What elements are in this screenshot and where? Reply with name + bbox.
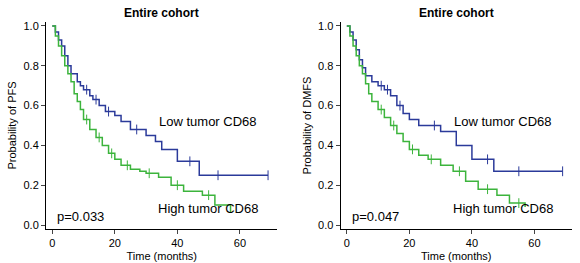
svg-text:40: 40: [466, 237, 478, 249]
svg-text:0: 0: [344, 237, 350, 249]
svg-text:0.0: 0.0: [318, 219, 333, 231]
svg-text:0.8: 0.8: [318, 60, 333, 72]
svg-text:1.0: 1.0: [24, 20, 39, 32]
svg-text:Probability of PFS: Probability of PFS: [6, 81, 18, 169]
svg-text:Low tumor CD68: Low tumor CD68: [454, 114, 552, 129]
svg-text:p=0.047: p=0.047: [352, 209, 399, 224]
svg-text:High tumor CD68: High tumor CD68: [453, 201, 553, 216]
svg-text:0.8: 0.8: [24, 60, 39, 72]
svg-text:High tumor CD68: High tumor CD68: [158, 201, 258, 216]
svg-text:Entire cohort: Entire cohort: [419, 6, 494, 20]
svg-text:1.0: 1.0: [318, 20, 333, 32]
svg-text:0.4: 0.4: [318, 139, 333, 151]
svg-text:Low tumor CD68: Low tumor CD68: [159, 114, 257, 129]
svg-text:Time (months): Time (months): [421, 250, 492, 262]
svg-text:0.4: 0.4: [24, 139, 39, 151]
svg-text:20: 20: [403, 237, 415, 249]
svg-text:0.2: 0.2: [318, 179, 333, 191]
svg-text:0: 0: [49, 237, 55, 249]
svg-text:0.6: 0.6: [318, 99, 333, 111]
svg-text:0.6: 0.6: [24, 99, 39, 111]
svg-text:60: 60: [528, 237, 540, 249]
svg-text:Entire cohort: Entire cohort: [124, 6, 199, 20]
svg-text:60: 60: [234, 237, 246, 249]
svg-text:20: 20: [109, 237, 121, 249]
svg-text:Time (months): Time (months): [126, 250, 197, 262]
svg-text:0.2: 0.2: [24, 179, 39, 191]
svg-text:p=0.033: p=0.033: [57, 209, 104, 224]
svg-text:Probability of DMFS: Probability of DMFS: [301, 77, 313, 175]
svg-text:40: 40: [171, 237, 183, 249]
svg-text:0.0: 0.0: [24, 219, 39, 231]
